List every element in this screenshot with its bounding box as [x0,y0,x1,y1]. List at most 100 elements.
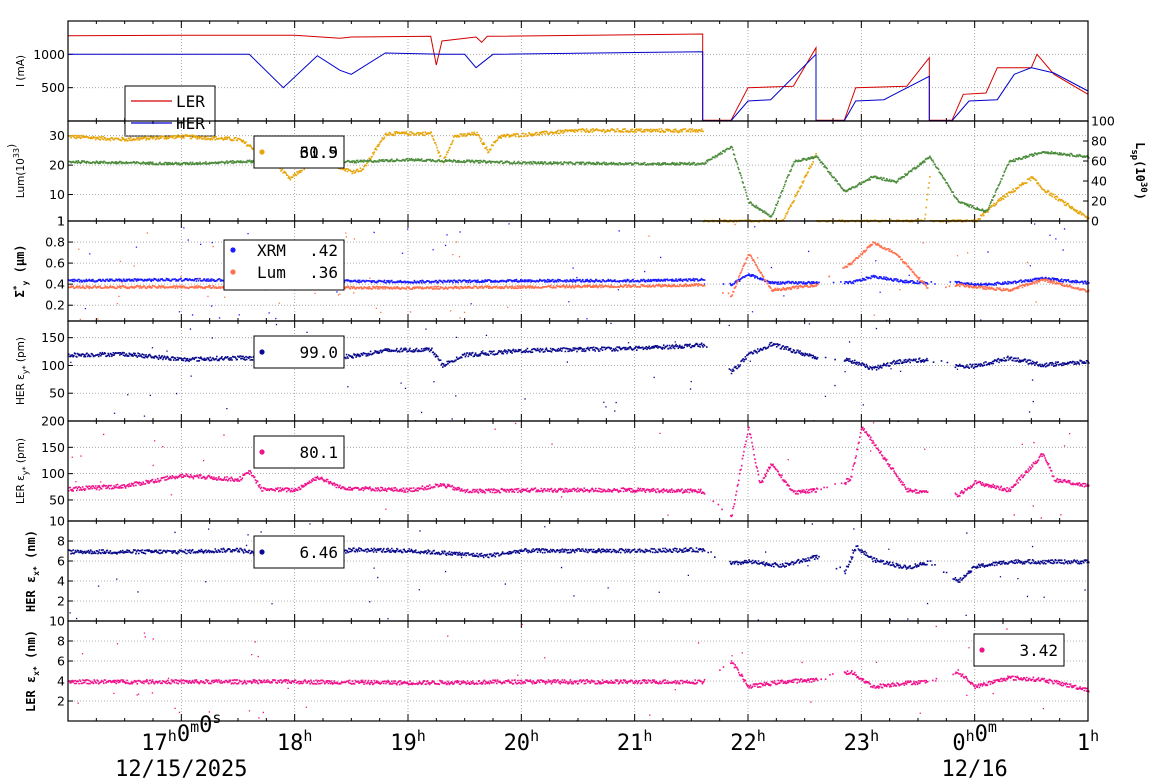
series-lum [68,223,1090,322]
series-her-ex [68,523,1090,622]
y2-tick-label: 80 [1091,134,1107,149]
panel-frame [67,320,1089,422]
y-tick-label: 6 [57,554,65,569]
series-ler [67,33,1089,121]
y-tick-label: 100 [41,358,65,373]
y2-axis-label: Lsp(1030) [1129,142,1148,200]
series-lsp [68,145,1090,218]
y-tick-label: 10 [49,614,65,629]
legend: 31.560.9 [253,135,345,169]
y2-tick-label: 60 [1091,154,1107,169]
y-tick-label: 2 [57,694,65,709]
legend: 3.42 [973,633,1065,667]
legend: 99.0 [253,335,345,369]
y-axis-label: I (mA) [15,55,27,87]
y-tick-label: 8 [57,534,65,549]
y-tick-label: 50 [49,386,65,401]
y-tick-label: 20 [49,158,65,173]
y2-tick-label: 40 [1091,174,1107,189]
y-tick-label: 10 [49,514,65,529]
y-tick-label: 0.8 [45,235,65,250]
legend-entry-her: HER [176,114,205,133]
panel-frame [67,220,1089,322]
x-tick-label: 17h0m0s [141,709,221,756]
legend: 6.46 [253,535,345,569]
y-tick-label: 50 [49,492,65,507]
legend: LER HER [124,85,216,137]
series-line [68,51,1089,122]
y-tick-label: 500 [41,80,65,95]
legend-entry-ler: LER [176,92,205,111]
series-points [68,623,1090,722]
y-tick-label: 4 [57,674,65,689]
legend-value: 99.0 [299,343,338,362]
y-tick-label: 1 [57,214,65,229]
y-tick-label: 200 [41,414,65,429]
x-tick-label: 23h [844,727,880,756]
legend: XRM .42 Lum .36 [223,239,345,291]
y-axis-label: LER εy* (pm) [15,438,30,504]
y-tick-label: 30 [49,128,65,143]
y-tick-label: 10 [49,187,65,202]
panel-current: 500 1000 I (mA) LER HER [15,20,1089,137]
series-lum [68,128,1090,223]
panel-ler_emit_x: 2 4 6 8 10 LER εx* (nm) 3.42 [24,614,1090,722]
legend-value-2: 31.5 [299,143,338,162]
series-her [68,51,1089,122]
series-points [68,128,1090,223]
y-tick-label: 150 [41,440,65,455]
series-points [68,422,1090,519]
y-tick-label: 8 [57,634,65,649]
y-axis-label: HER εx* (nm) [24,530,41,612]
y-tick-label: 1000 [33,47,65,62]
panel-frame [67,620,1089,722]
y-tick-label: 150 [41,330,65,345]
y2-tick-label: 100 [1091,114,1115,129]
x-tick-label: 20h [504,727,540,756]
legend-value: 80.1 [299,443,338,462]
panel-frame [67,520,1089,622]
y-tick-label: 0.6 [45,256,65,271]
x-tick-label: 22h [730,727,766,756]
series-line [67,33,1089,121]
legend-entry-xrm: XRM [257,241,286,260]
x-tick-label: 18h [277,727,313,756]
series-ler-ey [68,422,1090,519]
x-tick-label: 0h0m [952,718,997,756]
legend-entry-lum: Lum [257,263,286,282]
y-tick-label: 4 [57,574,65,589]
y-axis-label: LER εx* (nm) [24,630,41,712]
legend: 80.1 [253,435,345,469]
y2-tick-label: 0 [1091,214,1099,229]
y-tick-label: 0.4 [45,277,65,292]
series-points [68,223,1090,322]
y-tick-label: 2 [57,594,65,609]
x-date-label: 12/15/2025 [115,757,247,782]
panel-ler_emit_y: 10 50 100 150 200 LER εy* (pm) 80.1 [15,414,1090,529]
panel-her_emit_x: 2 4 6 8 HER εx* (nm) 6.46 [24,520,1090,622]
legend-value-lum: .36 [309,263,338,282]
legend-value: 3.42 [1019,641,1058,660]
y2-tick-label: 20 [1091,194,1107,209]
x-tick-label: 21h [617,727,653,756]
y-tick-label: 100 [41,466,65,481]
panel-frame [67,420,1089,522]
series-xrm [68,223,1090,322]
series-points [68,145,1090,218]
panel-her_emit_y: 50 100 150 HER εy* (pm) 99.0 [15,320,1090,422]
y-tick-label: 1 [57,214,65,229]
y-tick-label: 0.2 [45,298,65,313]
legend-value: 6.46 [299,543,338,562]
x-tick-label: 1h [1077,727,1099,756]
x-tick-label: 19h [390,727,426,756]
panel-sigma_y: 0.2 0.4 0.6 0.8 1 Σ*y (μm) XRM .42 Lum .36 [12,214,1090,322]
x-date-label: 12/16 [942,757,1008,782]
legend-value: 60.9 [299,143,338,162]
series-points [68,223,1090,322]
panel-frame [67,20,1089,122]
y-axis-label: HER εy* (pm) [15,337,30,405]
legend-value-xrm: .42 [309,241,338,260]
y-axis-label: Lum(1033) [6,144,27,198]
